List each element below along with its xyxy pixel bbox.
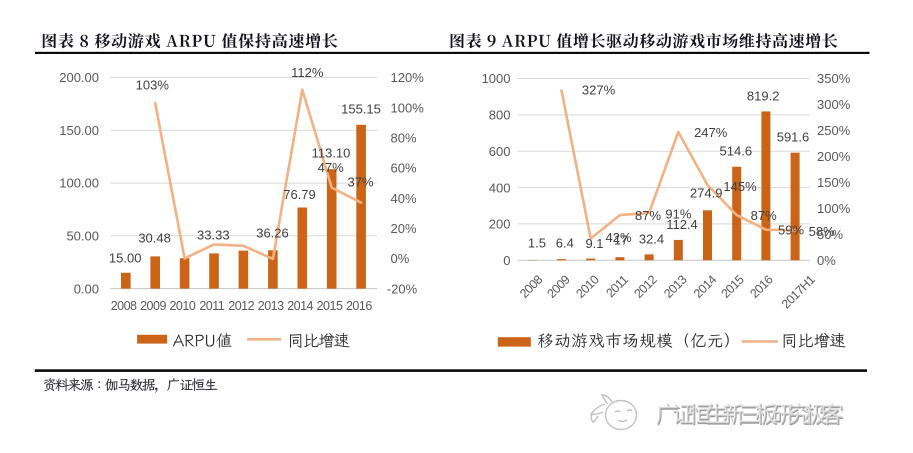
svg-text:327%: 327% xyxy=(582,83,616,98)
svg-text:120%: 120% xyxy=(391,70,425,85)
svg-text:274.9: 274.9 xyxy=(690,186,723,201)
svg-text:2015: 2015 xyxy=(317,299,343,313)
svg-text:800: 800 xyxy=(489,108,511,123)
svg-text:1.5: 1.5 xyxy=(528,236,546,251)
svg-text:250%: 250% xyxy=(817,123,851,138)
svg-text:2010: 2010 xyxy=(169,299,195,313)
svg-text:0%: 0% xyxy=(817,253,836,268)
svg-text:155.15: 155.15 xyxy=(341,101,381,116)
svg-text:0%: 0% xyxy=(391,251,410,266)
svg-text:591.6: 591.6 xyxy=(777,130,810,145)
svg-text:15.00: 15.00 xyxy=(109,250,142,265)
svg-text:145%: 145% xyxy=(723,179,757,194)
svg-text:50.00: 50.00 xyxy=(66,229,99,244)
svg-text:300%: 300% xyxy=(817,97,851,112)
svg-text:0.00: 0.00 xyxy=(74,281,99,296)
svg-text:1000: 1000 xyxy=(482,71,511,86)
svg-text:200: 200 xyxy=(489,217,511,232)
svg-text:17: 17 xyxy=(614,233,628,248)
svg-text:47%: 47% xyxy=(318,160,344,175)
svg-text:37%: 37% xyxy=(347,174,373,189)
svg-text:42%: 42% xyxy=(605,230,631,245)
svg-text:247%: 247% xyxy=(694,125,728,140)
svg-text:600: 600 xyxy=(489,144,511,159)
svg-text:0: 0 xyxy=(503,253,510,268)
svg-text:112.4: 112.4 xyxy=(666,217,698,232)
svg-text:100.00: 100.00 xyxy=(59,176,99,191)
svg-text:2013: 2013 xyxy=(258,299,284,313)
svg-text:103%: 103% xyxy=(136,78,170,93)
svg-text:33.33: 33.33 xyxy=(197,228,230,243)
svg-text:36.26: 36.26 xyxy=(256,226,289,241)
svg-text:2011: 2011 xyxy=(199,299,224,313)
svg-text:59%: 59% xyxy=(778,223,804,238)
svg-text:100%: 100% xyxy=(817,201,851,216)
svg-text:819.2: 819.2 xyxy=(747,88,780,103)
svg-text:150.00: 150.00 xyxy=(59,123,99,138)
svg-text:87%: 87% xyxy=(635,208,661,223)
svg-text:150%: 150% xyxy=(817,175,851,190)
svg-text:2008: 2008 xyxy=(111,299,137,313)
svg-text:50%: 50% xyxy=(817,227,843,242)
svg-text:200%: 200% xyxy=(817,149,851,164)
svg-text:76.79: 76.79 xyxy=(283,187,316,202)
svg-text:400: 400 xyxy=(489,180,511,195)
svg-text:20%: 20% xyxy=(391,221,417,236)
svg-text:58%: 58% xyxy=(809,224,835,239)
svg-text:80%: 80% xyxy=(391,131,417,146)
svg-text:60%: 60% xyxy=(391,161,417,176)
svg-text:2014: 2014 xyxy=(287,299,313,313)
svg-text:91%: 91% xyxy=(665,207,691,222)
svg-text:32.4: 32.4 xyxy=(639,231,664,246)
svg-text:514.6: 514.6 xyxy=(720,143,753,158)
svg-text:9.1: 9.1 xyxy=(585,236,603,251)
svg-text:2009: 2009 xyxy=(140,299,166,313)
svg-text:200.00: 200.00 xyxy=(59,70,99,85)
svg-text:6.4: 6.4 xyxy=(556,236,574,251)
svg-text:2012: 2012 xyxy=(228,299,254,313)
svg-text:350%: 350% xyxy=(817,71,851,86)
svg-text:113.10: 113.10 xyxy=(312,145,351,160)
svg-text:30.48: 30.48 xyxy=(138,231,171,246)
svg-text:40%: 40% xyxy=(391,191,417,206)
svg-text:2016: 2016 xyxy=(346,299,372,313)
svg-text:112%: 112% xyxy=(291,65,324,80)
svg-text:87%: 87% xyxy=(751,208,777,223)
svg-text:-20%: -20% xyxy=(387,281,418,296)
svg-text:100%: 100% xyxy=(391,100,425,115)
